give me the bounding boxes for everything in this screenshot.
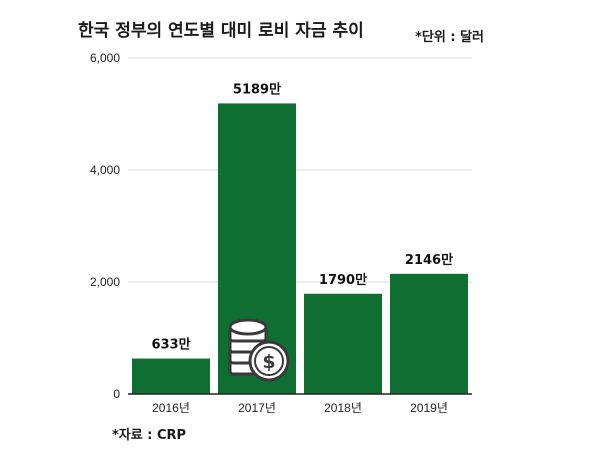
x-tick-label: 2016년 xyxy=(152,401,190,415)
y-axis-ticks: 0 2,000 4,000 6,000 xyxy=(90,51,120,401)
x-tick-label: 2019년 xyxy=(410,401,448,415)
data-label: 1790만 xyxy=(319,272,367,288)
source-note: *자료 : CRP xyxy=(112,428,187,443)
data-label: 5189만 xyxy=(233,81,281,97)
data-label: 633만 xyxy=(151,337,190,353)
bar-2019년 xyxy=(390,273,468,394)
gridlines xyxy=(128,57,472,283)
chart-title: 한국 정부의 연도별 대미 로비 자금 추이 xyxy=(78,21,364,41)
y-tick-label: 6,000 xyxy=(90,51,120,65)
data-label: 2146만 xyxy=(405,252,453,268)
bar-2016년 xyxy=(132,358,210,394)
y-tick-label: 2,000 xyxy=(90,275,120,289)
x-axis-ticks: 2016년 2017년 2018년 2019년 xyxy=(152,401,448,415)
svg-text:$: $ xyxy=(262,351,275,373)
coin-stack-dollar-icon: $ xyxy=(228,318,290,382)
y-tick-label: 0 xyxy=(113,387,120,401)
data-labels: 633만 5189만 1790만 2146만 xyxy=(151,81,453,352)
bar-2018년 xyxy=(304,293,382,394)
unit-note: *단위 : 달러 xyxy=(415,30,484,45)
x-tick-label: 2017년 xyxy=(238,401,276,415)
y-tick-label: 4,000 xyxy=(90,163,120,177)
x-tick-label: 2018년 xyxy=(324,401,362,415)
